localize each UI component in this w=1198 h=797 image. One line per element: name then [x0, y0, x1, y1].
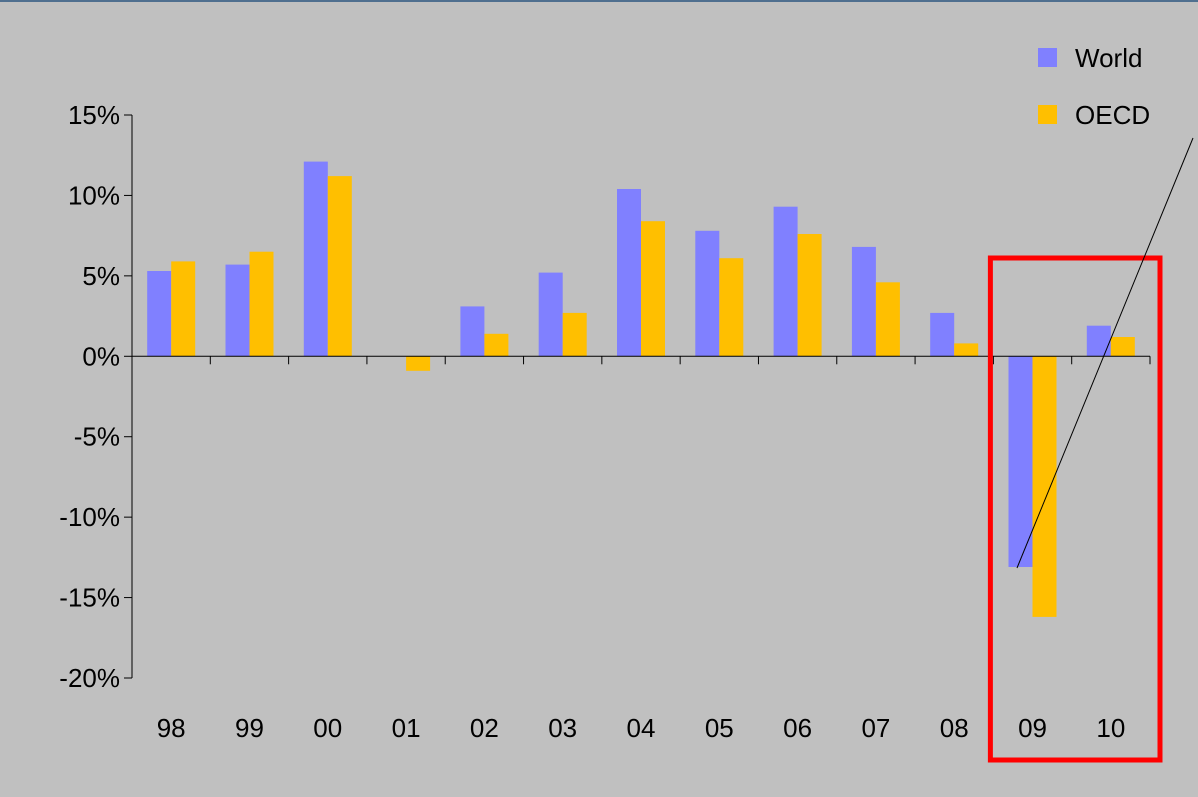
bar-oecd-05	[719, 258, 744, 357]
bar-oecd-08	[954, 343, 979, 357]
y-tick-label: 5%	[82, 261, 120, 291]
x-tick-label: 06	[783, 713, 812, 743]
bar-world-99	[225, 264, 250, 357]
bar-world-98	[147, 271, 172, 357]
y-tick-label: 15%	[68, 100, 120, 130]
bar-oecd-07	[875, 282, 900, 357]
bar-world-06	[773, 206, 798, 357]
y-tick-label: -5%	[74, 422, 120, 452]
bar-world-09	[1008, 356, 1033, 567]
x-tick-label: 03	[548, 713, 577, 743]
bar-world-07	[851, 246, 876, 357]
bar-world-03	[538, 272, 563, 357]
bar-world-00	[303, 161, 328, 357]
bar-oecd-10	[1110, 337, 1135, 357]
top-rule	[0, 0, 1198, 2]
bar-world-05	[695, 230, 720, 357]
bar-oecd-01	[406, 356, 431, 371]
bar-oecd-04	[641, 221, 665, 357]
x-tick-label: 99	[235, 713, 264, 743]
legend-label-oecd: OECD	[1075, 100, 1150, 130]
x-tick-label: 00	[313, 713, 342, 743]
highlight-layer	[987, 137, 1194, 763]
bar-oecd-06	[797, 234, 822, 357]
x-tick-label: 04	[627, 713, 656, 743]
y-tick-labels: 15% 10% 5% 0% -5% -10% -15% -20%	[59, 100, 120, 693]
legend: World OECD	[1038, 43, 1150, 130]
y-tick-label: -20%	[59, 663, 120, 693]
bar-oecd-99	[249, 251, 274, 357]
bars-layer	[147, 161, 1135, 617]
y-tick-label: -15%	[59, 583, 120, 613]
axes-layer	[124, 114, 1151, 679]
y-tick-label: 10%	[68, 180, 120, 210]
bar-world-04	[617, 189, 641, 357]
x-tick-label: 10	[1096, 713, 1125, 743]
bar-oecd-00	[327, 176, 352, 357]
y-tick-label: -10%	[59, 502, 120, 532]
bar-oecd-02	[484, 333, 509, 357]
x-tick-label: 01	[392, 713, 421, 743]
x-tick-label: 02	[470, 713, 499, 743]
x-tick-label: 05	[705, 713, 734, 743]
x-tick-label: 09	[1018, 713, 1047, 743]
x-tick-label: 08	[940, 713, 969, 743]
x-tick-labels: 98 99 00 01 02 03 04 05 06 07 08 09 10	[157, 713, 1126, 743]
bar-world-10	[1086, 325, 1111, 357]
bar-oecd-98	[171, 261, 196, 357]
bar-oecd-03	[562, 312, 587, 357]
legend-swatch-oecd	[1038, 105, 1057, 124]
annotation-pointer-line	[1016, 137, 1194, 569]
x-tick-label: 07	[861, 713, 890, 743]
x-tick-label: 98	[157, 713, 186, 743]
bar-world-08	[930, 312, 955, 357]
y-tick-label: 0%	[82, 341, 120, 371]
bar-oecd-09	[1032, 356, 1057, 617]
legend-label-world: World	[1075, 43, 1142, 73]
bar-world-02	[460, 306, 485, 357]
legend-swatch-world	[1038, 48, 1057, 67]
highlight-box	[987, 255, 1163, 763]
